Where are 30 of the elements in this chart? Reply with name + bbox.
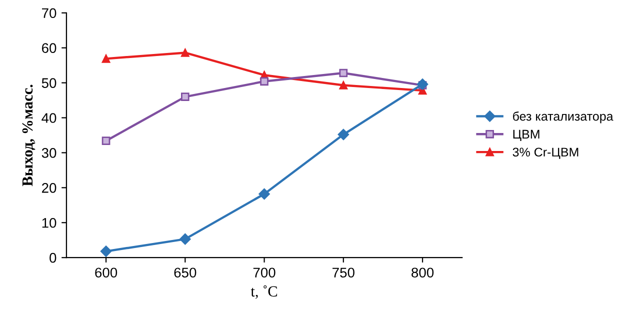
- point: [258, 188, 270, 200]
- legend-label: 3% Cr-ЦВМ: [512, 148, 578, 159]
- legend-label: ЦВМ: [513, 130, 540, 142]
- x-axis-title: t, ˚C: [250, 285, 278, 299]
- y-tick-label: 20: [42, 183, 56, 193]
- y-tick-label: 30: [42, 148, 56, 158]
- y-tick-label: 40: [42, 113, 56, 123]
- point: [339, 68, 348, 78]
- y-tick-label: 10: [42, 218, 56, 228]
- y-tick-label: 60: [42, 43, 56, 54]
- point: [102, 136, 110, 145]
- point: [180, 92, 190, 101]
- x-tick-label: 750: [332, 268, 354, 278]
- x-tick-label: 800: [412, 268, 434, 278]
- x-tick-label: 600: [95, 268, 118, 278]
- point: [102, 54, 110, 63]
- legend-label: без катализатора: [513, 111, 614, 124]
- y-tick-label: 0: [50, 252, 56, 263]
- x-tick-label: 650: [174, 268, 196, 278]
- x-tick-label: 700: [253, 268, 276, 278]
- point: [180, 233, 191, 245]
- point: [416, 78, 428, 90]
- y-tick-label: 70: [42, 8, 56, 18]
- point: [338, 128, 350, 140]
- point: [339, 81, 348, 90]
- y-axis-title: Выход, %масс.: [22, 84, 36, 186]
- point: [180, 48, 190, 57]
- point: [260, 77, 268, 86]
- y-tick-label: 50: [42, 78, 56, 88]
- point: [100, 246, 112, 257]
